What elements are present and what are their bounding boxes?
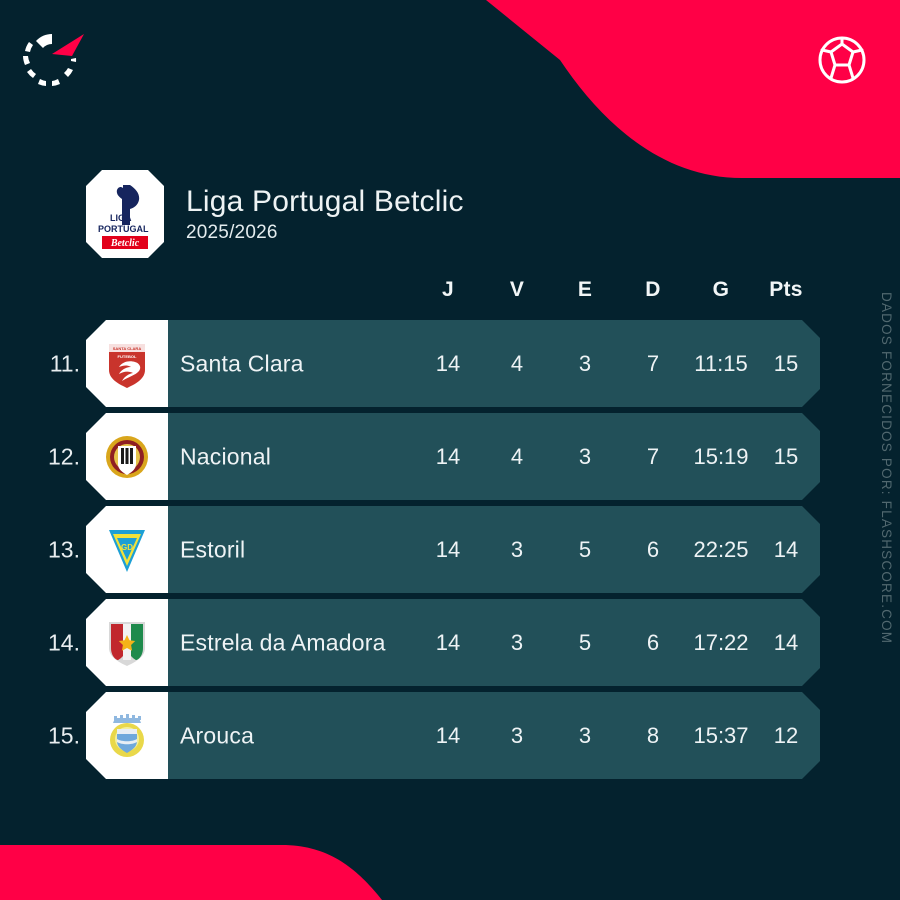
table-row[interactable]: 13. GD Estoril 14 3 5 6 22:25 14 [0,506,900,593]
svg-text:SANTA CLARA: SANTA CLARA [113,346,142,351]
stat-e: 3 [578,443,592,469]
table-rows: 11. SANTA CLARA FUTEBOL Santa Clara 14 4 3 7… [0,320,900,779]
stat-j: 14 [435,536,461,562]
stat-v: 3 [510,536,524,562]
stat-pts: 14 [773,629,799,655]
stat-g: 15:37 [693,722,749,748]
row-background [168,506,820,593]
svg-text:GD: GD [121,543,133,552]
stat-g: 11:15 [694,350,748,376]
soccer-ball-icon[interactable] [812,30,872,90]
team-name[interactable]: Santa Clara [180,350,304,376]
stat-pts: 14 [773,536,799,562]
stat-d: 6 [646,629,660,655]
stat-pts: 15 [773,350,799,376]
row-background [168,599,820,686]
estoril-crest-icon[interactable]: GD [86,506,168,593]
team-name[interactable]: Arouca [180,722,255,748]
rank-label: 13. [48,536,80,562]
rank-label: 11. [49,350,80,376]
table-row[interactable]: 11. SANTA CLARA FUTEBOL Santa Clara 14 4 3 7… [0,320,900,407]
rank-label: 14. [48,629,80,655]
stat-pts: 12 [773,722,799,748]
stat-e: 5 [578,536,592,562]
stat-e: 3 [578,350,592,376]
stat-d: 8 [646,722,660,748]
stat-d: 7 [646,350,660,376]
stat-d: 7 [646,443,660,469]
stat-e: 5 [578,629,592,655]
stat-pts: 15 [773,443,799,469]
stat-g: 22:25 [693,536,749,562]
nacional-crest-icon[interactable] [86,413,168,500]
stat-e: 3 [578,722,592,748]
column-header-d: D [645,278,661,301]
top-bar [0,0,900,120]
column-header-j: J [442,278,454,301]
rank-label: 12. [48,443,80,469]
liga-portugal-betclic-badge-icon: LIGA PORTUGAL Betclic [86,170,164,258]
flashscore-logo-icon[interactable] [22,28,86,86]
column-header-pts: Pts [769,278,803,301]
stat-v: 4 [510,443,524,469]
row-background [168,692,820,779]
svg-text:PORTUGAL: PORTUGAL [98,224,149,234]
santa-clara-crest-icon[interactable]: SANTA CLARA FUTEBOL [86,320,168,407]
stat-g: 15:19 [693,443,749,469]
stat-d: 6 [646,536,660,562]
estrela-da-amadora-crest-icon[interactable] [86,599,168,686]
stat-j: 14 [435,350,461,376]
column-header-e: E [577,278,593,301]
stat-j: 14 [435,722,461,748]
page-title: Liga Portugal Betclic [186,184,464,218]
table-row[interactable]: 15. Arouca 14 3 3 8 15:37 12 [0,692,900,779]
arouca-crest-icon[interactable] [86,692,168,779]
stat-v: 3 [510,722,524,748]
team-name[interactable]: Estoril [180,536,246,562]
table-row[interactable]: 12. Nacional 14 4 3 7 15:19 15 [0,413,900,500]
column-header-g: G [712,278,730,301]
league-header: LIGA PORTUGAL Betclic Liga Portugal Betc… [86,170,464,258]
standings-table: J V E D G Pts 11. SANTA CLARA FUTEBOL Santa C… [0,278,900,785]
team-name[interactable]: Estrela da Amadora [180,629,386,655]
svg-text:FUTEBOL: FUTEBOL [118,354,137,359]
table-column-headers: J V E D G Pts [0,278,900,318]
row-background [168,413,820,500]
column-header-v: V [509,278,525,301]
team-name[interactable]: Nacional [180,443,272,469]
data-source-credit: DADOS FORNECIDOS POR: FLASHSCORE.COM [879,292,894,645]
rank-label: 15. [48,722,80,748]
svg-text:LIGA: LIGA [110,213,132,223]
stat-j: 14 [435,629,461,655]
season-label: 2025/2026 [186,221,278,243]
stat-j: 14 [435,443,461,469]
svg-text:Betclic: Betclic [110,238,140,249]
row-background [168,320,820,407]
stat-v: 4 [510,350,524,376]
stat-g: 17:22 [693,629,749,655]
table-row[interactable]: 14. Estrela da Amadora 14 3 5 6 17:22 14 [0,599,900,686]
stat-v: 3 [510,629,524,655]
